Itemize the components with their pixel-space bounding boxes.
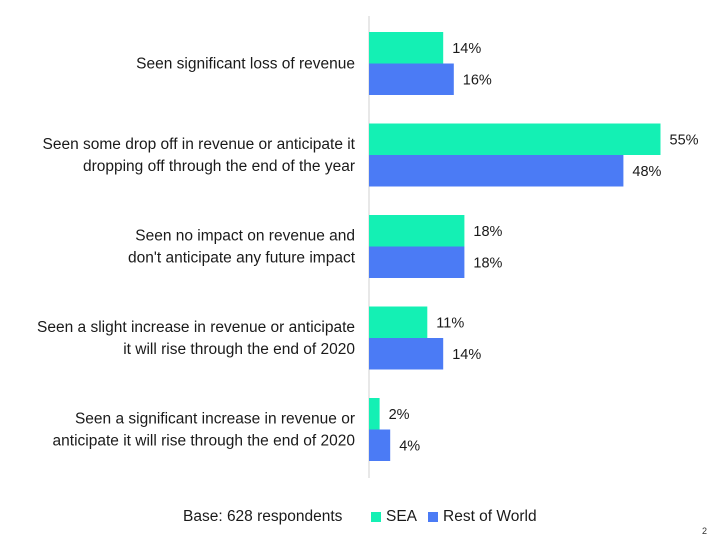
value-label-sea-0: 14%	[452, 41, 481, 57]
value-label-rest-of-world-1: 48%	[632, 164, 661, 180]
legend-label-rest-of-world: Rest of World	[443, 508, 537, 525]
bar-rest-of-world-4	[369, 429, 391, 461]
category-label-line: it will rise through the end of 2020	[123, 341, 355, 358]
value-label-rest-of-world-3: 14%	[452, 347, 481, 363]
legend-swatch-sea	[371, 512, 381, 522]
value-label-sea-3: 11%	[436, 315, 464, 331]
value-label-sea-1: 55%	[670, 132, 699, 148]
category-label-line: dropping off through the end of the year	[83, 158, 355, 175]
bar-rest-of-world-3	[369, 338, 444, 370]
category-label-2: Seen no impact on revenue and don't antic…	[128, 228, 356, 267]
value-label-rest-of-world-0: 16%	[463, 72, 492, 88]
bar-sea-2	[369, 215, 465, 247]
bar-rest-of-world-2	[369, 246, 465, 278]
legend-swatch-rest-of-world	[428, 512, 438, 522]
value-label-rest-of-world-2: 18%	[473, 255, 502, 271]
legend: Base: 628 respondents SEA Rest of World	[0, 506, 719, 528]
bar-rest-of-world-0	[369, 63, 454, 95]
category-label-1: Seen some drop off in revenue or anticip…	[43, 136, 356, 175]
category-label-4: Seen a significant increase in revenue o…	[53, 411, 356, 450]
legend-label-sea: SEA	[386, 508, 418, 525]
bar-sea-1	[369, 123, 661, 155]
category-label-line: don't anticipate any future impact	[128, 250, 356, 267]
legend-item-rest-of-world: Rest of World	[428, 506, 537, 528]
bar-sea-3	[369, 306, 428, 338]
bar-sea-0	[369, 32, 444, 64]
legend-item-sea: SEA	[371, 506, 417, 528]
category-label-line: anticipate it will rise through the end …	[53, 433, 356, 450]
category-label-line: Seen a slight increase in revenue or ant…	[37, 319, 355, 336]
base-note: Base: 628 respondents	[183, 508, 343, 525]
category-label-0: Seen significant loss of revenue	[136, 56, 355, 73]
category-label-line: Seen no impact on revenue and	[135, 228, 355, 245]
value-label-rest-of-world-4: 4%	[399, 438, 420, 454]
page-number: 2	[701, 526, 707, 536]
category-label-line: Seen significant loss of revenue	[136, 56, 355, 73]
bar-rest-of-world-1	[369, 155, 624, 187]
category-label-line: Seen a significant increase in revenue o…	[75, 411, 355, 428]
category-label-line: Seen some drop off in revenue or anticip…	[43, 136, 356, 153]
value-label-sea-4: 2%	[389, 407, 410, 423]
bar-sea-4	[369, 398, 380, 430]
value-label-sea-2: 18%	[473, 224, 502, 240]
category-label-3: Seen a slight increase in revenue or ant…	[37, 319, 355, 358]
